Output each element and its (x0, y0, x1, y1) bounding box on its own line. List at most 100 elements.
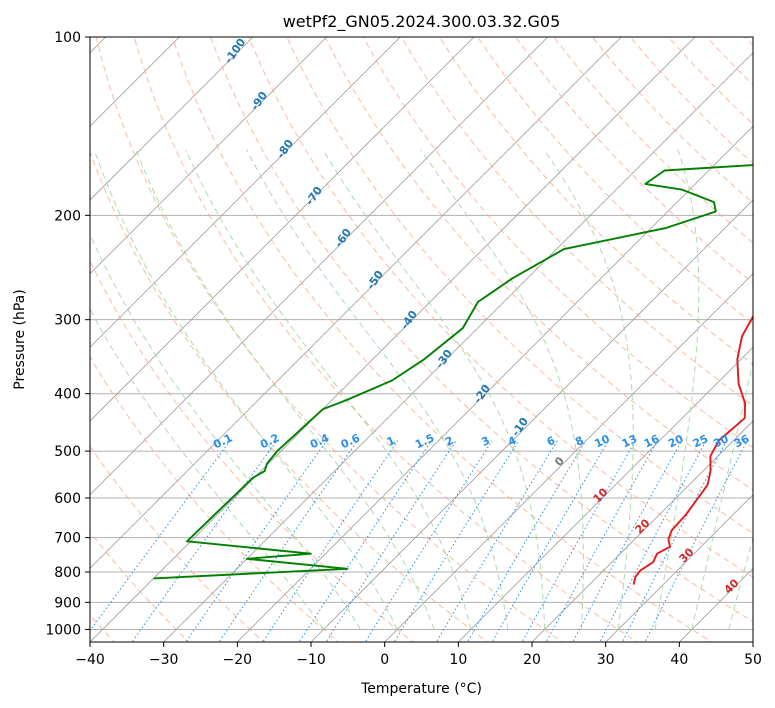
dry-adiabat-line (210, 37, 753, 623)
y-tick-label: 200 (54, 208, 81, 224)
mixing-ratio-label: 0.2 (258, 431, 281, 451)
mixing-ratio-line (185, 440, 328, 642)
dry-adiabat-label: -40 (398, 308, 420, 332)
dry-adiabat-line (362, 37, 753, 449)
x-tick-label: 0 (380, 652, 389, 668)
mixing-ratio-label: 30 (711, 432, 731, 450)
y-tick-label: 500 (54, 444, 81, 460)
moist-adiabat-line (691, 358, 753, 630)
mixing-ratio-label: 3 (479, 434, 491, 449)
dry-adiabat-line (90, 445, 265, 642)
dry-adiabat-line (286, 37, 753, 534)
moist-adiabat-label: 40 (722, 576, 742, 596)
moist-adiabat-line (93, 149, 398, 630)
x-tick-label: −20 (223, 652, 253, 668)
mixing-ratio-label: 0.6 (339, 431, 362, 451)
x-tick-label: 50 (744, 652, 762, 668)
mixing-ratio-line (545, 440, 659, 642)
isotherm-line (605, 494, 753, 642)
isotherm-line (90, 37, 622, 569)
isotherm-line (0, 10, 59, 654)
isotherm-line (90, 37, 549, 496)
isotherm-line (752, 641, 753, 642)
mixing-ratio-line (364, 440, 493, 642)
dry-adiabat-line (95, 37, 564, 642)
dry-adiabat-line (248, 37, 753, 578)
x-axis: −40 −30 −20 −10 0 10 20 30 40 50 (75, 642, 762, 668)
dry-adiabat-line (477, 37, 753, 325)
isotherm-line (90, 37, 180, 127)
mixing-ratio-label: 2 (443, 434, 455, 449)
mixing-ratio-line (644, 440, 748, 642)
y-tick-label: 1000 (45, 622, 81, 638)
isotherm-line (457, 346, 753, 642)
dry-adiabat-label: -80 (274, 137, 296, 161)
mixing-ratio-label: 6 (545, 434, 558, 449)
mixing-ratio-line (599, 440, 707, 642)
mixing-ratio-label: 16 (642, 432, 662, 450)
isotherm-line (90, 37, 254, 201)
mixing-ratio-label: 10 (593, 432, 613, 450)
x-tick-label: −30 (149, 652, 179, 668)
mixing-ratio-line (325, 440, 457, 642)
y-tick-label: 700 (54, 531, 81, 547)
mixing-ratio-line (435, 440, 558, 642)
mixing-ratio-label: 1.5 (413, 431, 436, 451)
isotherm-line (90, 37, 328, 275)
y-tick-label: 900 (54, 595, 81, 611)
x-axis-label: Temperature (°C) (360, 681, 482, 697)
isotherm-line (236, 125, 753, 642)
x-tick-label: 10 (449, 652, 467, 668)
line-label-layer: 0.1 0.2 0.4 0.6 1 1.5 2 3 4 6 8 10 13 16 20 25 30 36-100-… (211, 36, 752, 597)
mixing-ratio-line (621, 440, 728, 642)
mixing-ratio-label: 36 (732, 432, 752, 450)
y-tick-label: 300 (54, 313, 81, 329)
dry-adiabat-line (90, 259, 414, 642)
dry-adiabat-line (744, 37, 753, 47)
mixing-ratio-label: 20 (666, 432, 686, 450)
series-layer (153, 164, 753, 585)
dry-adiabat-label: -100 (222, 36, 249, 66)
dry-adiabat-line (438, 37, 753, 366)
mixing-ratio-label: 25 (691, 432, 710, 450)
y-tick-label: 800 (54, 565, 81, 581)
moist-adiabat-line (135, 149, 435, 630)
dry-adiabat-label: -20 (471, 382, 493, 406)
isotherm-line (384, 273, 753, 642)
moist-adiabat-line (728, 536, 753, 630)
dry-adiabat-line (400, 37, 753, 407)
plot-frame (89, 36, 754, 643)
moist-adiabat-label: 20 (633, 516, 653, 536)
moist-adiabat-line (766, 150, 775, 630)
dry-adiabat-line (90, 150, 489, 642)
x-tick-label: 30 (597, 652, 615, 668)
dry-adiabat-label: -60 (332, 226, 354, 250)
mixing-ratio-line (572, 440, 683, 642)
y-axis-label: Pressure (hPa) (12, 289, 28, 389)
mixing-ratio-label: 0.4 (308, 431, 331, 451)
mixing-ratio-line (393, 440, 520, 642)
moist-adiabat-label: 10 (591, 485, 611, 505)
dry-adiabat-line (133, 37, 638, 642)
y-tick-label: 600 (54, 491, 81, 507)
mixing-ratio-line (521, 440, 637, 642)
moist-adiabat-line (90, 308, 324, 630)
mixing-ratio-label: 1 (385, 434, 397, 449)
moist-adiabat-line (420, 149, 584, 630)
y-axis: 100 200 300 400 500 600 700 800 900 1000 (45, 30, 90, 638)
moist-adiabat-label: 30 (677, 545, 697, 565)
dry-adiabat-label: -50 (364, 268, 386, 292)
isotherm-line (531, 420, 753, 642)
dry-adiabat-line (90, 356, 339, 642)
dry-adiabat-line (171, 37, 713, 642)
mixing-ratio-label: 13 (620, 432, 639, 450)
grid-layer (0, 10, 775, 654)
mixing-ratio-line (466, 440, 587, 642)
moist-adiabat-line (654, 149, 700, 630)
y-tick-label: 100 (54, 30, 81, 46)
mixing-ratio-label: 0.1 (211, 431, 234, 451)
isotherm-line (90, 37, 696, 642)
moist-adiabat-line (322, 149, 546, 630)
x-tick-label: 40 (670, 652, 688, 668)
